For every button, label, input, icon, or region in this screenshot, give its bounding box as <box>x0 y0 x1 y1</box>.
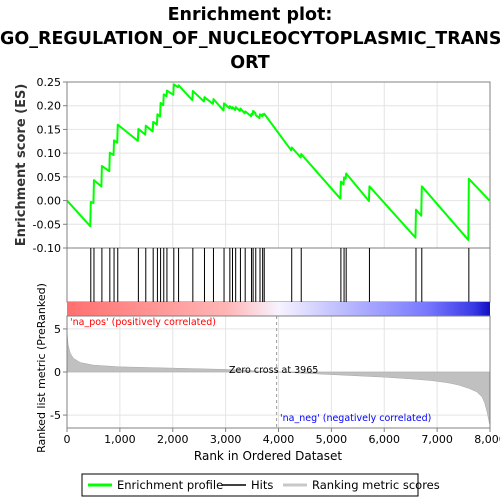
legend-entry-hits: Hits <box>251 478 273 492</box>
es-panel: -0.10 -0.05 0.00 0.05 0.10 0.15 0.20 0.25 <box>33 76 491 255</box>
neg-correlated-label: 'na_neg' (negatively correlated) <box>280 413 431 424</box>
zero-cross-label: Zero cross at 3965 <box>229 365 318 376</box>
es-y-tick-label: 0.20 <box>37 100 62 113</box>
legend: Enrichment profile Hits Ranking metric s… <box>81 473 440 497</box>
legend-entry-enrichment-profile: Enrichment profile <box>117 478 223 492</box>
hits-panel-frame <box>66 247 491 303</box>
es-y-tick-label: -0.05 <box>33 218 61 231</box>
x-axis-label: Rank in Ordered Dataset <box>194 449 342 463</box>
x-tick-label: 4,000 <box>263 433 295 446</box>
x-tick-label: 0 <box>64 433 71 446</box>
ranking-metric-area <box>66 330 490 424</box>
pos-correlated-label: 'na_pos' (positively correlated) <box>70 317 216 328</box>
es-y-tick-label: -0.10 <box>33 242 61 255</box>
x-tick-label: 6,000 <box>369 433 401 446</box>
x-tick-label: 3,000 <box>210 433 242 446</box>
x-tick-label: 5,000 <box>316 433 348 446</box>
es-y-tick-label: 0.10 <box>37 147 62 160</box>
metric-y-tick-label: 5 <box>54 323 61 336</box>
es-y-axis-label: Enrichment score (ES) <box>14 84 29 247</box>
x-tick-label: 8,000 <box>474 433 500 446</box>
chart-title-line3: ORT <box>230 53 270 73</box>
es-y-tick-label: 0.05 <box>37 171 62 184</box>
legend-box <box>81 473 419 497</box>
legend-entry-ranking-metric: Ranking metric scores <box>312 478 440 492</box>
metric-panel: 5 0 -5 <box>50 315 491 429</box>
metric-y-tick-label: 0 <box>54 366 61 379</box>
es-y-tick-label: 0.00 <box>37 195 62 208</box>
rank-color-bar <box>67 302 490 316</box>
es-y-tick-label: 0.15 <box>37 123 62 136</box>
x-axis: 0 1,000 2,000 3,000 4,000 5,000 6,000 7,000 8,00… <box>64 428 500 446</box>
hits-panel <box>66 247 491 316</box>
enrichment-profile-line <box>66 83 491 241</box>
x-tick-label: 2,000 <box>157 433 189 446</box>
metric-y-tick-label: -5 <box>50 409 61 422</box>
es-y-tick-label: 0.25 <box>37 76 62 89</box>
chart-title-line2: GO_REGULATION_OF_NUCLEOCYTOPLASMIC_TRANS… <box>0 29 500 49</box>
x-tick-label: 1,000 <box>104 433 136 446</box>
chart-title-line1: Enrichment plot: <box>167 5 333 25</box>
x-tick-label: 7,000 <box>421 433 453 446</box>
metric-y-axis-label: Ranked list metric (PreRanked) <box>35 283 48 453</box>
